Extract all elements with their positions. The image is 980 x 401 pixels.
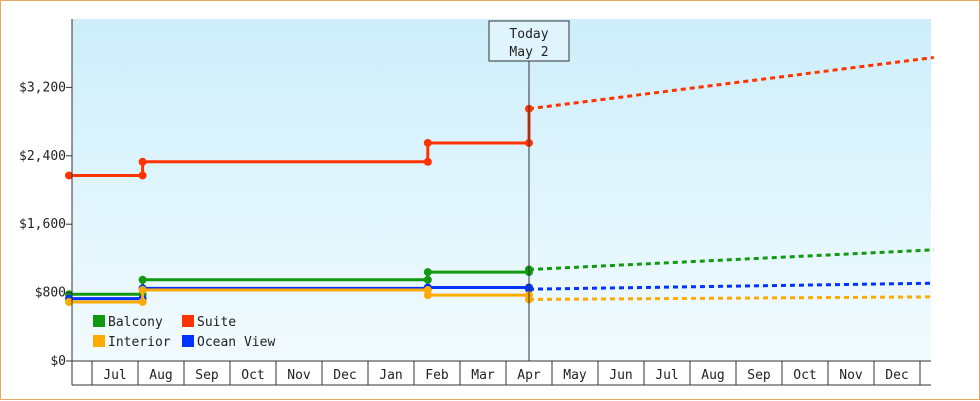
x-tick-label: Apr [517, 368, 541, 383]
x-tick-label: Jan [379, 368, 402, 383]
series-interior-point [423, 291, 432, 300]
legend-label-suite: Suite [197, 315, 236, 330]
x-tick-label: Aug [701, 368, 724, 383]
series-balcony-point [423, 275, 432, 284]
series-balcony-point [423, 268, 432, 277]
series-ocean-view-projection [528, 281, 934, 291]
x-axis-band [72, 362, 931, 386]
y-tick-label: $1,600 [19, 217, 66, 232]
today-box [488, 20, 570, 62]
legend-swatch-ocean-view [182, 335, 194, 347]
series-suite-point [138, 157, 147, 166]
legend-label-ocean-view: Ocean View [197, 335, 275, 350]
x-tick-label: Nov [287, 368, 311, 383]
series-interior-projection [528, 295, 934, 301]
legend-swatch-balcony [93, 315, 105, 327]
x-tick-label: Jun [609, 368, 632, 383]
x-tick-label: Sep [747, 368, 771, 383]
x-tick-label: Oct [793, 368, 816, 383]
legend-swatch-interior [93, 335, 105, 347]
legend: Balcony Suite Interior Ocean View [93, 315, 275, 350]
series-interior-point [138, 298, 147, 307]
x-tick-label: Feb [425, 368, 449, 383]
x-tick-label: Jul [103, 368, 126, 383]
x-tick-label: Nov [839, 368, 863, 383]
series-suite-point [423, 138, 432, 147]
series-suite-point [138, 171, 147, 180]
x-tick-label: Aug [149, 368, 172, 383]
x-tick-label: Sep [195, 368, 219, 383]
x-tick-label: Mar [471, 368, 495, 383]
legend-label-balcony: Balcony [108, 315, 163, 330]
series-balcony-point [138, 275, 147, 284]
legend-label-interior: Interior [108, 335, 171, 350]
x-tick-label: Oct [241, 368, 264, 383]
y-tick-label: $800 [35, 286, 66, 301]
x-tick-label: May [563, 368, 587, 383]
today-date: May 2 [509, 45, 548, 60]
series-suite-point [65, 171, 73, 180]
x-tick-label: Dec [333, 368, 356, 383]
y-tick-label: $3,200 [19, 80, 66, 95]
y-tick-label: $2,400 [19, 149, 66, 164]
x-tick-label: Dec [885, 368, 908, 383]
plot-area-background [72, 19, 931, 361]
x-tick-label: Jul [655, 368, 678, 383]
series-suite-point [423, 157, 432, 166]
legend-swatch-suite [182, 315, 194, 327]
y-tick-label: $0 [50, 354, 66, 369]
today-label: Today [509, 27, 548, 42]
series-balcony-projection [528, 248, 934, 272]
series-interior-point [65, 298, 73, 307]
series-interior-point [138, 286, 147, 295]
